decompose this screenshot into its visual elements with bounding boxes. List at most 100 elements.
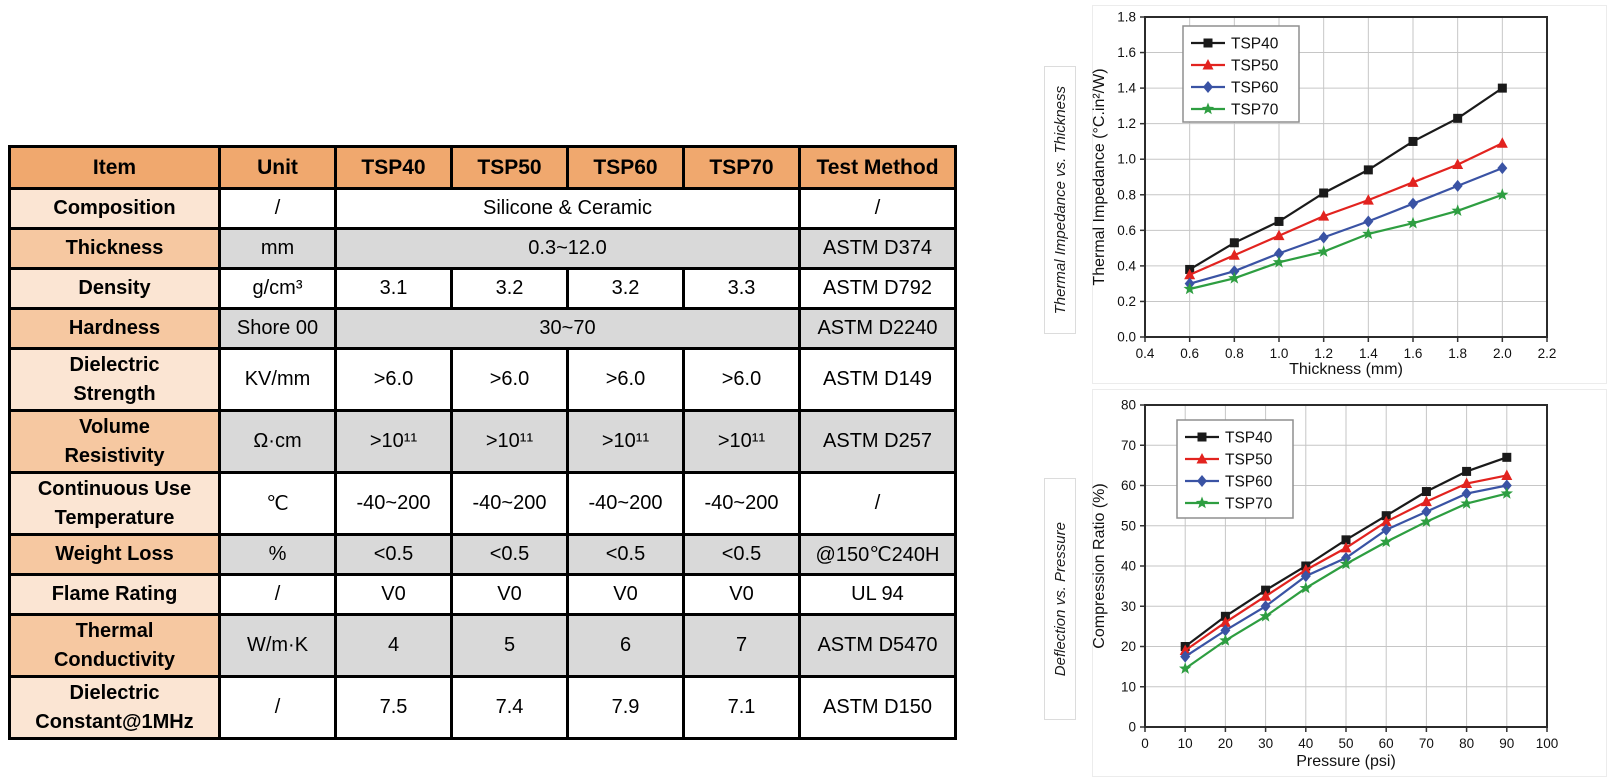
cell-item: Composition bbox=[8, 187, 221, 230]
svg-text:TSP70: TSP70 bbox=[1231, 102, 1279, 119]
thermal-impedance-vs-thickness-chart: 0.4 0.6 0.8 1.0 1.2 1.4 1.6 1.8 2.0 2.2 0.0 0.2 0.4 0… bbox=[1091, 10, 1557, 379]
cell-method: @150℃240H bbox=[798, 533, 957, 576]
svg-text:1.0: 1.0 bbox=[1270, 346, 1289, 361]
cell-unit: g/cm³ bbox=[218, 267, 337, 310]
svg-text:TSP70: TSP70 bbox=[1225, 496, 1273, 513]
svg-text:1.4: 1.4 bbox=[1117, 81, 1136, 96]
svg-text:20: 20 bbox=[1121, 639, 1136, 654]
column-header-unit: Unit bbox=[218, 145, 337, 190]
svg-text:100: 100 bbox=[1536, 736, 1559, 751]
cell-value: >10¹¹ bbox=[334, 409, 453, 474]
cell-value: 5 bbox=[450, 613, 569, 678]
cell-value: -40~200 bbox=[450, 471, 569, 536]
cell-method: UL 94 bbox=[798, 573, 957, 616]
chart2-side-label: Deflection vs. Pressure bbox=[1044, 478, 1076, 720]
cell-value: <0.5 bbox=[450, 533, 569, 576]
cell-value-span: 0.3~12.0 bbox=[334, 227, 801, 270]
table-row: Thermal Conductivity W/m·K 4 5 6 7 ASTM … bbox=[8, 613, 957, 678]
table-row: Dielectric Strength KV/mm >6.0 >6.0 >6.0… bbox=[8, 347, 957, 412]
svg-text:40: 40 bbox=[1298, 736, 1313, 751]
chart2-side-label-text: Deflection vs. Pressure bbox=[1051, 521, 1069, 677]
cell-value: >6.0 bbox=[450, 347, 569, 412]
cell-value: V0 bbox=[682, 573, 801, 616]
svg-text:1.2: 1.2 bbox=[1314, 346, 1333, 361]
svg-text:0.6: 0.6 bbox=[1117, 223, 1136, 238]
cell-value: 3.2 bbox=[450, 267, 569, 310]
svg-text:TSP40: TSP40 bbox=[1225, 430, 1273, 447]
svg-text:40: 40 bbox=[1121, 559, 1136, 574]
cell-method: ASTM D374 bbox=[798, 227, 957, 270]
svg-text:50: 50 bbox=[1338, 736, 1353, 751]
svg-text:2.2: 2.2 bbox=[1538, 346, 1557, 361]
cell-method: ASTM D150 bbox=[798, 675, 957, 740]
table-row: Composition / Silicone & Ceramic / bbox=[8, 187, 957, 230]
svg-text:0.2: 0.2 bbox=[1117, 294, 1136, 309]
svg-text:0.4: 0.4 bbox=[1136, 346, 1155, 361]
cell-value: 4 bbox=[334, 613, 453, 678]
cell-item: Dielectric Constant@1MHz bbox=[8, 675, 221, 740]
svg-text:Pressure (psi): Pressure (psi) bbox=[1296, 753, 1396, 770]
cell-item: Dielectric Strength bbox=[8, 347, 221, 412]
cell-value: V0 bbox=[566, 573, 685, 616]
cell-value: 7.1 bbox=[682, 675, 801, 740]
cell-method: ASTM D149 bbox=[798, 347, 957, 412]
cell-value: >10¹¹ bbox=[682, 409, 801, 474]
column-header-tsp70: TSP70 bbox=[682, 145, 801, 190]
cell-value: -40~200 bbox=[334, 471, 453, 536]
table-header-row: Item Unit TSP40 TSP50 TSP60 TSP70 Test M… bbox=[8, 145, 957, 190]
svg-text:Compression Ratio (%): Compression Ratio (%) bbox=[1091, 483, 1108, 648]
cell-value: <0.5 bbox=[334, 533, 453, 576]
cell-item: Volume Resistivity bbox=[8, 409, 221, 474]
column-header-tsp40: TSP40 bbox=[334, 145, 453, 190]
cell-value: 7.9 bbox=[566, 675, 685, 740]
table-row: Weight Loss % <0.5 <0.5 <0.5 <0.5 @150℃2… bbox=[8, 533, 957, 576]
table-row: Thickness mm 0.3~12.0 ASTM D374 bbox=[8, 227, 957, 270]
svg-text:10: 10 bbox=[1178, 736, 1193, 751]
cell-value: -40~200 bbox=[682, 471, 801, 536]
cell-value: <0.5 bbox=[566, 533, 685, 576]
svg-text:80: 80 bbox=[1459, 736, 1474, 751]
cell-unit: / bbox=[218, 675, 337, 740]
svg-text:0: 0 bbox=[1141, 736, 1149, 751]
svg-text:TSP60: TSP60 bbox=[1225, 474, 1273, 491]
svg-text:Thickness (mm): Thickness (mm) bbox=[1289, 361, 1403, 378]
svg-text:1.0: 1.0 bbox=[1117, 152, 1136, 167]
cell-unit: W/m·K bbox=[218, 613, 337, 678]
cell-item: Weight Loss bbox=[8, 533, 221, 576]
cell-value-span: Silicone & Ceramic bbox=[334, 187, 801, 230]
cell-value: -40~200 bbox=[566, 471, 685, 536]
svg-text:1.6: 1.6 bbox=[1404, 346, 1423, 361]
cell-method: ASTM D2240 bbox=[798, 307, 957, 350]
svg-text:20: 20 bbox=[1218, 736, 1233, 751]
cell-value: 7.4 bbox=[450, 675, 569, 740]
svg-text:TSP50: TSP50 bbox=[1225, 452, 1273, 469]
cell-value: 3.2 bbox=[566, 267, 685, 310]
cell-value: 3.3 bbox=[682, 267, 801, 310]
spec-table: Item Unit TSP40 TSP50 TSP60 TSP70 Test M… bbox=[8, 145, 957, 740]
cell-unit: / bbox=[218, 573, 337, 616]
svg-text:1.4: 1.4 bbox=[1359, 346, 1378, 361]
cell-item: Density bbox=[8, 267, 221, 310]
cell-value: 7.5 bbox=[334, 675, 453, 740]
svg-text:60: 60 bbox=[1121, 478, 1136, 493]
cell-value: 7 bbox=[682, 613, 801, 678]
cell-value: V0 bbox=[334, 573, 453, 616]
cell-unit: / bbox=[218, 187, 337, 230]
table-row: Density g/cm³ 3.1 3.2 3.2 3.3 ASTM D792 bbox=[8, 267, 957, 310]
column-header-tsp60: TSP60 bbox=[566, 145, 685, 190]
cell-value: V0 bbox=[450, 573, 569, 616]
cell-value: 6 bbox=[566, 613, 685, 678]
cell-unit: Ω·cm bbox=[218, 409, 337, 474]
svg-text:70: 70 bbox=[1419, 736, 1434, 751]
cell-value: >10¹¹ bbox=[566, 409, 685, 474]
svg-text:TSP40: TSP40 bbox=[1231, 36, 1279, 53]
cell-unit: mm bbox=[218, 227, 337, 270]
svg-text:0.4: 0.4 bbox=[1117, 258, 1136, 273]
svg-text:1.8: 1.8 bbox=[1117, 10, 1136, 25]
cell-item: Thickness bbox=[8, 227, 221, 270]
svg-text:TSP60: TSP60 bbox=[1231, 80, 1279, 97]
cell-unit: % bbox=[218, 533, 337, 576]
chart1-side-label: Thermal Impedance vs. Thickness bbox=[1044, 66, 1076, 334]
cell-unit: KV/mm bbox=[218, 347, 337, 412]
